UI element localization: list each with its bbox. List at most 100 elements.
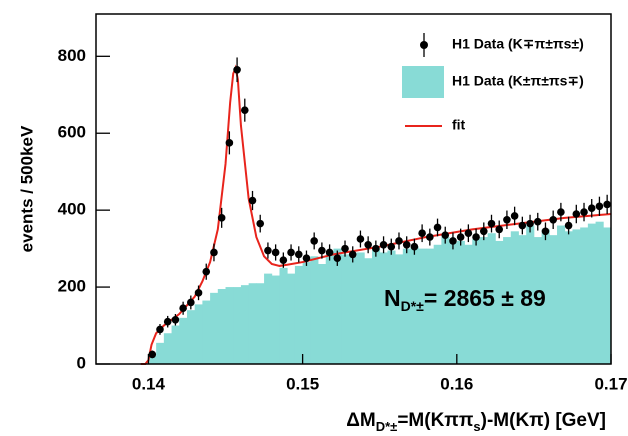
- histogram-bar: [526, 225, 535, 364]
- data-point: [171, 315, 180, 324]
- annotation-text: = 2865 ± 89: [424, 285, 546, 311]
- histogram-bar: [487, 233, 496, 364]
- data-point: [402, 240, 411, 249]
- histogram-bar: [333, 248, 342, 364]
- y-tick-label: 600: [58, 123, 86, 142]
- x-axis-label-subscript: s: [473, 419, 480, 434]
- histogram-bar: [379, 252, 388, 364]
- data-point: [449, 237, 457, 245]
- histogram-bar: [348, 256, 357, 364]
- legend-swatch: [402, 66, 444, 98]
- histogram-bar: [456, 240, 465, 364]
- data-point: [217, 214, 226, 222]
- data-point: [356, 235, 365, 243]
- histogram-bar: [564, 231, 573, 364]
- histogram-bar: [557, 225, 566, 364]
- histogram-bar: [510, 231, 519, 364]
- histogram-bar: [549, 235, 558, 364]
- histogram-bar: [186, 310, 196, 364]
- histogram-bar: [595, 221, 604, 364]
- histogram-bar: [279, 267, 288, 364]
- data-point: [279, 256, 288, 264]
- histogram-bar: [603, 227, 612, 364]
- data-point: [248, 196, 257, 205]
- data-point: [526, 219, 534, 228]
- data-point: [318, 246, 326, 255]
- data-point: [487, 219, 496, 228]
- histogram-bar: [495, 240, 504, 364]
- data-point: [433, 223, 442, 232]
- data-point: [348, 250, 357, 259]
- x-tick-label: 0.14: [132, 374, 166, 393]
- histogram-bar: [387, 250, 396, 364]
- data-point: [603, 200, 611, 209]
- y-tick-label: 400: [58, 200, 86, 219]
- y-tick-label: 0: [77, 353, 86, 372]
- histogram-bar: [441, 237, 450, 364]
- x-axis-label-part: )-M(Kπ) [GeV]: [481, 410, 606, 431]
- histogram-bar: [233, 287, 242, 364]
- histogram-bar: [402, 248, 411, 364]
- data-point: [564, 221, 573, 230]
- data-point: [302, 254, 311, 263]
- data-point: [194, 289, 203, 297]
- legend-point: [420, 41, 428, 49]
- histogram-bar: [587, 223, 596, 364]
- histogram-bar: [240, 285, 250, 364]
- x-axis-label-part: ΔM: [346, 410, 375, 431]
- histogram-bar: [372, 248, 381, 364]
- histogram-bar: [580, 227, 589, 364]
- data-point: [372, 244, 380, 253]
- fit-line: [140, 64, 612, 365]
- data-point: [495, 225, 504, 234]
- data-point: [379, 240, 388, 249]
- data-point: [271, 248, 280, 257]
- data-point: [163, 317, 172, 326]
- legend-label: H1 Data (K±π±πs∓): [452, 73, 584, 89]
- histogram-bar: [479, 237, 489, 364]
- data-point: [503, 215, 511, 224]
- data-point: [256, 219, 265, 228]
- x-axis-label-subscript: D*±: [376, 419, 398, 434]
- histogram-bar: [341, 254, 350, 364]
- histogram-bar: [533, 237, 543, 364]
- data-point: [225, 139, 234, 147]
- histogram-bar: [148, 356, 157, 364]
- histogram-bar: [194, 304, 203, 364]
- histogram-bar: [410, 246, 419, 364]
- data-point: [580, 208, 588, 216]
- data-point: [387, 242, 396, 251]
- data-point: [294, 250, 303, 259]
- histogram-bar: [503, 237, 512, 364]
- legend-label: fit: [452, 117, 466, 133]
- y-tick-label: 200: [58, 277, 86, 296]
- data-point: [210, 248, 218, 257]
- histogram-bar: [156, 342, 165, 364]
- histogram-bar: [302, 262, 311, 364]
- annotation: ND*±= 2865 ± 89: [384, 285, 546, 314]
- data-point: [510, 212, 519, 220]
- data-point: [587, 204, 596, 213]
- data-point: [472, 233, 480, 241]
- data-point: [541, 227, 550, 236]
- x-axis-label-part: =M(Kππ: [397, 410, 474, 431]
- histogram-bar: [364, 258, 373, 364]
- data-point: [264, 246, 272, 255]
- data-point: [549, 215, 557, 224]
- data-point: [533, 217, 542, 226]
- data-point: [156, 325, 164, 334]
- data-point: [456, 233, 465, 241]
- annotation-symbol: N: [384, 285, 401, 311]
- x-tick-label: 0.17: [594, 374, 627, 393]
- data-point: [441, 231, 450, 239]
- annotation-subscript: D*±: [401, 298, 425, 314]
- histogram-bar: [171, 325, 180, 364]
- histogram-bar: [271, 275, 280, 364]
- x-tick-label: 0.15: [286, 374, 319, 393]
- legend-label: H1 Data (K∓π±πs±): [452, 36, 584, 52]
- data-point: [395, 237, 403, 245]
- data-point: [310, 237, 318, 245]
- histogram-bar: [294, 265, 304, 364]
- histogram-bar: [433, 244, 442, 364]
